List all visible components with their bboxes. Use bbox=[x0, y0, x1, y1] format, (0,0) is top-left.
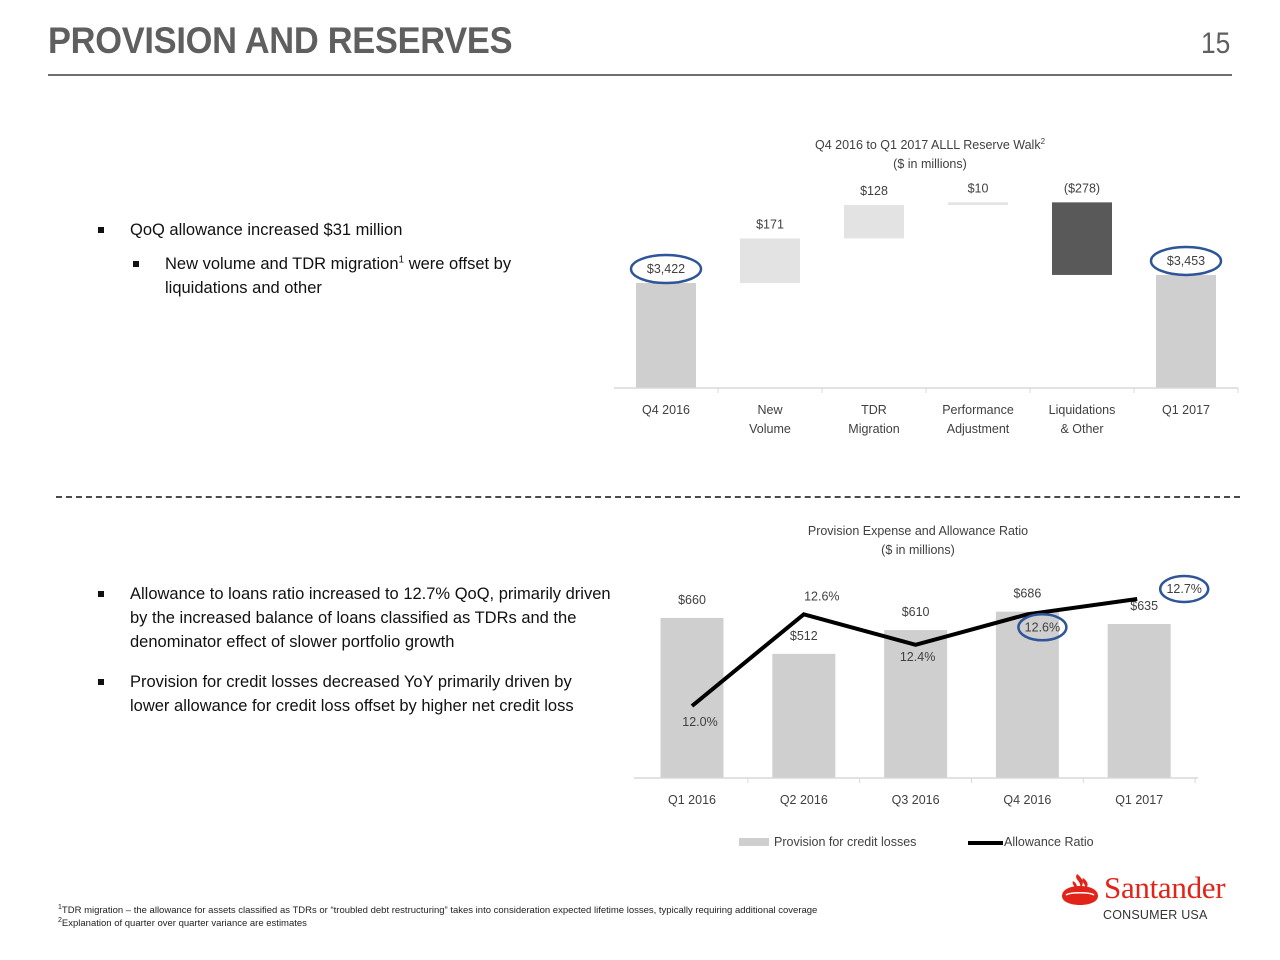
waterfall-data-label: $10 bbox=[968, 181, 989, 195]
ratio-data-label: 12.4% bbox=[900, 650, 935, 664]
legend-label-provision: Provision for credit losses bbox=[774, 835, 916, 849]
waterfall-data-label: ($278) bbox=[1064, 181, 1100, 195]
provision-bar bbox=[884, 630, 948, 778]
bullet-text: were offset by liquidations and other bbox=[165, 255, 512, 297]
waterfall-category-label: TDR bbox=[861, 403, 887, 417]
waterfall-subtitle: ($ in millions) bbox=[893, 157, 967, 171]
bullet-text: QoQ allowance increased $31 million bbox=[130, 221, 403, 239]
bullet-text: Allowance to loans ratio increased to 12… bbox=[130, 585, 611, 651]
ratio-data-label: 12.6% bbox=[1025, 620, 1060, 634]
ratio-data-label: 12.0% bbox=[682, 715, 717, 729]
provision-bar bbox=[1107, 624, 1171, 778]
footnote-text: TDR migration – the allowance for assets… bbox=[61, 905, 818, 916]
waterfall-category-label: Q4 2016 bbox=[642, 403, 690, 417]
highlight-circle bbox=[1158, 574, 1210, 604]
provision-bar bbox=[772, 653, 836, 778]
logo-brand: Santander bbox=[1104, 870, 1226, 905]
waterfall-data-label: $3,453 bbox=[1167, 254, 1205, 268]
waterfall-data-label: $128 bbox=[860, 184, 888, 198]
footnote-marker: 2 bbox=[58, 916, 62, 924]
highlight-circle bbox=[1149, 245, 1223, 277]
waterfall-category-label: Migration bbox=[848, 422, 899, 436]
footnote-2: 2Explanation of quarter over quarter var… bbox=[58, 917, 817, 930]
provision-subtitle: ($ in millions) bbox=[881, 543, 955, 557]
waterfall-bar bbox=[1156, 274, 1216, 388]
section-divider bbox=[56, 496, 1240, 498]
bullet-allowance-ratio: Allowance to loans ratio increased to 12… bbox=[96, 582, 616, 654]
provision-data-label: $635 bbox=[1130, 599, 1158, 613]
title-divider bbox=[48, 74, 1232, 76]
footnotes: 1TDR migration – the allowance for asset… bbox=[58, 904, 817, 930]
footnote-marker: 1 bbox=[58, 903, 62, 911]
waterfall-category-label: Adjustment bbox=[947, 422, 1010, 436]
waterfall-data-label: $3,422 bbox=[647, 262, 685, 276]
legend: Provision for credit losses Allowance Ra… bbox=[739, 835, 1094, 849]
provision-data-label: $610 bbox=[902, 605, 930, 619]
santander-logo: Santander CONSUMER USA bbox=[1060, 868, 1240, 928]
bullet-text: New volume and TDR migration bbox=[165, 255, 399, 273]
bullet-text: Provision for credit losses decreased Yo… bbox=[130, 673, 574, 715]
bullet-provision: Provision for credit losses decreased Yo… bbox=[96, 670, 600, 718]
sub-bullet-new-volume: New volume and TDR migration1 were offse… bbox=[131, 252, 578, 300]
page-title: PROVISION AND RESERVES bbox=[48, 20, 513, 61]
footnote-text: Explanation of quarter over quarter vari… bbox=[61, 918, 307, 929]
waterfall-bar bbox=[844, 204, 904, 239]
waterfall-title: Q4 2016 to Q1 2017 ALLL Reserve Walk2 bbox=[815, 137, 1046, 152]
provision-category-label: Q1 2017 bbox=[1115, 793, 1163, 807]
waterfall-category-label: Q1 2017 bbox=[1162, 403, 1210, 417]
page-number: 15 bbox=[1200, 27, 1230, 60]
provision-category-label: Q2 2016 bbox=[780, 793, 828, 807]
bullet-allowance-increase: QoQ allowance increased $31 million bbox=[96, 218, 578, 242]
waterfall-category-label: Performance bbox=[942, 403, 1014, 417]
provision-title: Provision Expense and Allowance Ratio bbox=[808, 524, 1028, 538]
waterfall-category-label: & Other bbox=[1060, 422, 1103, 436]
provision-data-label: $512 bbox=[790, 629, 818, 643]
waterfall-bar bbox=[1052, 202, 1112, 275]
allowance-ratio-line bbox=[690, 597, 1138, 708]
top-bullets: QoQ allowance increased $31 million New … bbox=[98, 218, 578, 300]
waterfall-category-label: New bbox=[757, 403, 783, 417]
legend-label-ratio: Allowance Ratio bbox=[1004, 835, 1094, 849]
waterfall-data-label: $171 bbox=[756, 217, 784, 231]
provision-category-label: Q3 2016 bbox=[892, 793, 940, 807]
provision-data-label: $660 bbox=[678, 593, 706, 607]
bottom-bullets: Allowance to loans ratio increased to 12… bbox=[96, 582, 616, 718]
waterfall-category-label: Volume bbox=[749, 422, 791, 436]
provision-data-label: $686 bbox=[1013, 587, 1041, 601]
waterfall-bar bbox=[740, 238, 800, 284]
provision-chart: Provision Expense and Allowance Ratio ($… bbox=[634, 524, 1210, 849]
flame-icon bbox=[1062, 874, 1098, 905]
provision-category-label: Q4 2016 bbox=[1003, 793, 1051, 807]
waterfall-category-label: Liquidations bbox=[1049, 403, 1116, 417]
footnote-ref: 1 bbox=[398, 254, 405, 266]
waterfall-chart: Q4 2016 to Q1 2017 ALLL Reserve Walk2 ($… bbox=[614, 137, 1239, 436]
waterfall-bar bbox=[948, 202, 1008, 205]
legend-swatch-provision bbox=[739, 838, 769, 846]
waterfall-bar bbox=[636, 283, 696, 388]
footnote-1: 1TDR migration – the allowance for asset… bbox=[58, 904, 817, 917]
provision-bar bbox=[660, 617, 724, 778]
ratio-data-label: 12.6% bbox=[804, 589, 839, 603]
provision-category-label: Q1 2016 bbox=[668, 793, 716, 807]
highlight-circle bbox=[629, 253, 703, 285]
highlight-circle bbox=[1017, 613, 1068, 642]
logo-subtitle: CONSUMER USA bbox=[1103, 908, 1208, 922]
ratio-data-label: 12.7% bbox=[1166, 582, 1201, 596]
